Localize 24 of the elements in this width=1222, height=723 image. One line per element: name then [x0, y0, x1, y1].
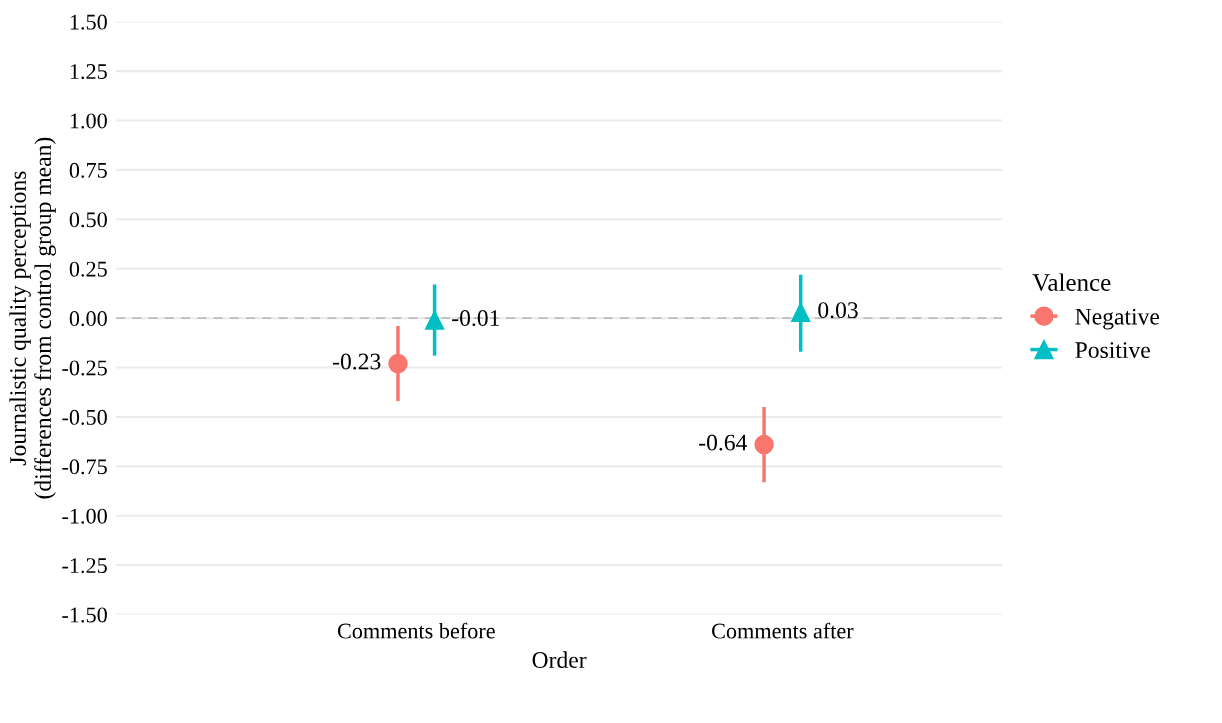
y-axis-title: Journalistic quality perceptions (differences from control group mean)	[9, 137, 56, 499]
y-tick-label: -0.25	[62, 360, 107, 376]
y-tick-label: 1.00	[70, 113, 107, 129]
data-label: -0.64	[699, 434, 748, 451]
y-tick-label: 1.50	[70, 14, 107, 30]
legend-label: Positive	[1075, 342, 1150, 359]
data-label: 0.03	[818, 302, 858, 319]
data-label: -0.23	[333, 353, 381, 370]
legend-title: Valence	[1032, 273, 1111, 292]
data-label: -0.01	[452, 310, 500, 327]
y-tick-label: -1.50	[62, 607, 107, 623]
y-tick-label: -1.25	[62, 558, 107, 574]
y-tick-label: -1.00	[62, 508, 107, 524]
x-tick-label: Comments after	[712, 622, 854, 639]
y-tick-label: 1.25	[70, 64, 107, 80]
y-tick-label: 0.75	[69, 162, 107, 178]
y-tick-label: -0.50	[62, 409, 107, 425]
y-tick-label: -0.75	[62, 459, 107, 475]
y-tick-label: 0.50	[69, 212, 107, 228]
y-tick-label: 0.25	[69, 261, 107, 277]
x-tick-label: Comments before	[337, 622, 495, 639]
y-tick-label: 0.00	[69, 311, 107, 327]
x-axis-title: Order	[532, 651, 587, 668]
legend-label: Negative	[1075, 308, 1160, 330]
